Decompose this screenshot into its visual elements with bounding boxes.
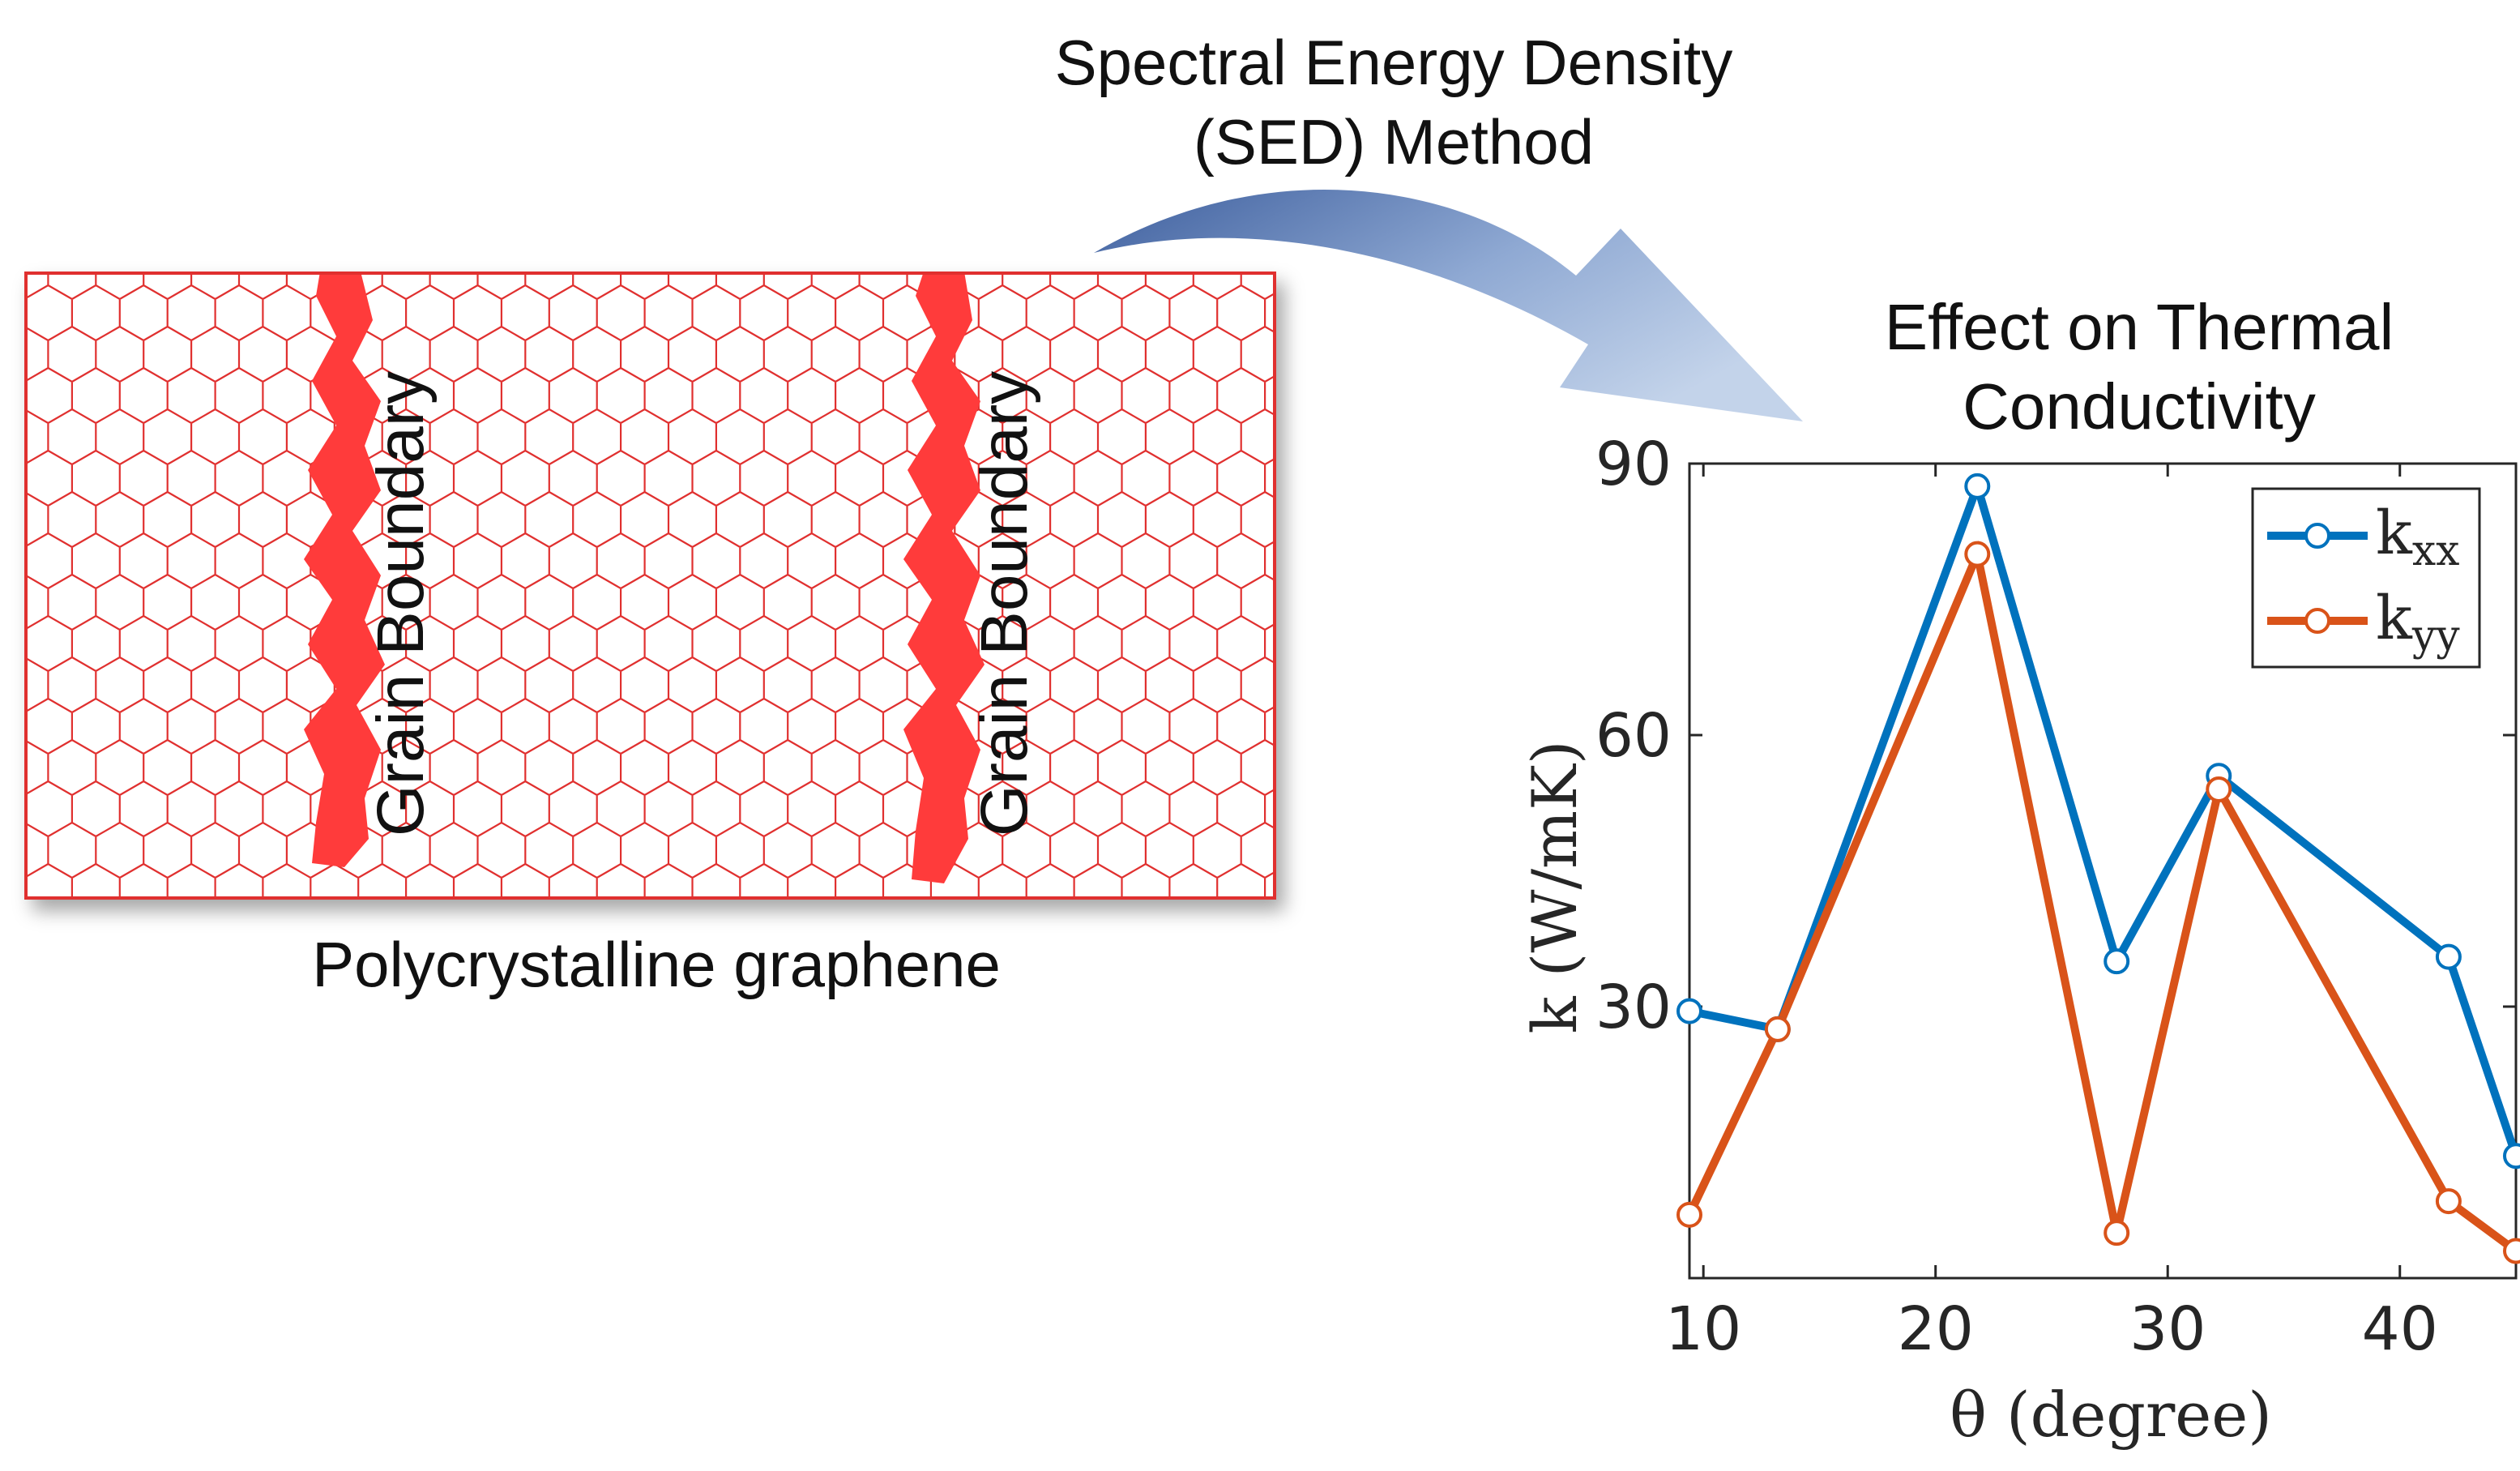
- chart-title-line1: Effect on Thermal: [1884, 291, 2394, 363]
- point-k_yy: [1676, 1201, 1702, 1228]
- sed-label-line2: (SED) Method: [1193, 106, 1595, 177]
- legend-marker-k_xx: [2304, 523, 2330, 549]
- x-tick-label: 40: [2362, 1294, 2438, 1364]
- point-k_yy: [2435, 1188, 2462, 1215]
- chart-title-line2: Conductivity: [1963, 370, 2316, 443]
- point-k_xx: [2503, 1143, 2520, 1170]
- legend-label-main: k: [2376, 498, 2413, 568]
- point-k_xx: [2435, 943, 2462, 970]
- y-tick-label: 60: [1595, 701, 1672, 771]
- point-k_yy: [2104, 1220, 2130, 1247]
- y-axis-label: k (W/mK): [1518, 740, 1591, 1033]
- point-k_xx: [1676, 998, 1702, 1024]
- point-k_yy: [2206, 776, 2232, 802]
- chart-title: Effect on Thermal Conductivity: [1718, 288, 2520, 447]
- arrow-shape: [1094, 189, 1803, 421]
- grain-boundary-label-1: Grain Boundary: [364, 370, 438, 837]
- graphene-lattice: [24, 272, 1276, 900]
- x-tick-label: 30: [2129, 1294, 2206, 1364]
- x-tick-label: 10: [1665, 1294, 1741, 1364]
- legend-label-k_xx: kxx: [2376, 498, 2460, 575]
- legend-marker-k_yy: [2304, 608, 2330, 634]
- grain-boundary-band-2: [903, 272, 985, 883]
- point-k_yy: [2503, 1238, 2520, 1264]
- y-tick-label: 90: [1595, 430, 1672, 499]
- legend-label-sub: yy: [2411, 612, 2460, 661]
- sed-label-line1: Spectral Energy Density: [1054, 27, 1733, 98]
- grain-boundary-band-1: [304, 272, 385, 867]
- legend-label-sub: xx: [2412, 527, 2460, 575]
- point-k_yy: [1764, 1016, 1791, 1042]
- x-tick-label: 20: [1898, 1294, 1974, 1364]
- legend-label-main: k: [2376, 584, 2413, 653]
- legend-label-k_yy: kyy: [2376, 584, 2460, 661]
- x-axis-label: θ (degree): [1950, 1379, 2272, 1451]
- sed-method-label: Spectral Energy Density (SED) Method: [883, 23, 1904, 182]
- point-k_yy: [1964, 541, 1991, 567]
- legend-box: [2251, 487, 2481, 669]
- graphene-panel: [24, 272, 1276, 900]
- point-k_xx: [1964, 473, 1991, 499]
- grain-boundary-label-2: Grain Boundary: [967, 370, 1041, 837]
- point-k_xx: [2104, 948, 2130, 975]
- y-tick-label: 30: [1595, 973, 1672, 1042]
- hex-lattice-cells: [24, 272, 1276, 900]
- graphene-frame: [24, 272, 1276, 900]
- graphene-caption: Polycrystalline graphene: [312, 929, 1001, 1000]
